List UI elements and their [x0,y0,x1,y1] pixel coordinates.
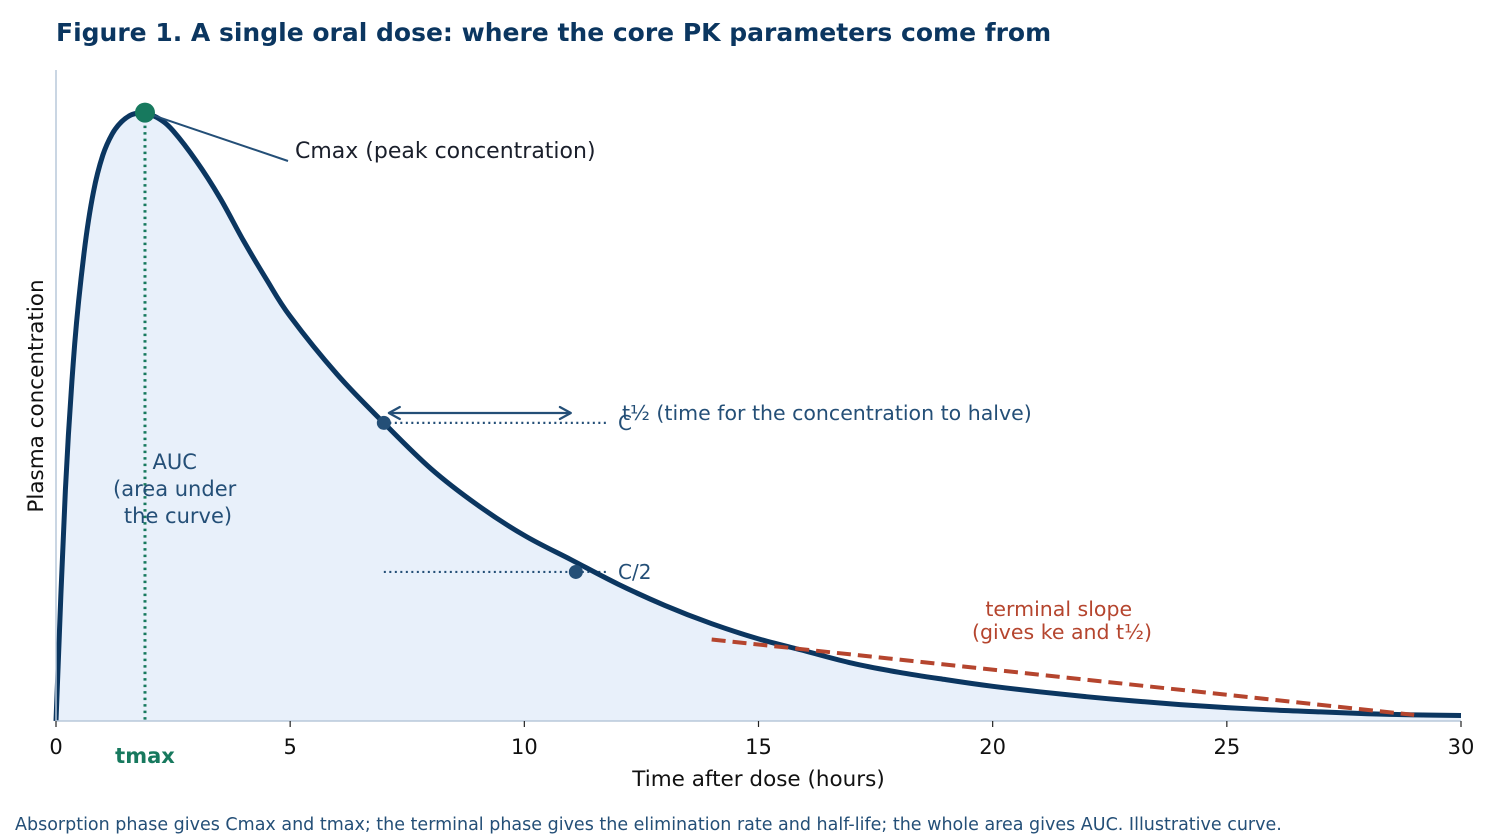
x-tick-label: 0 [49,735,62,759]
x-tick-label: 20 [979,735,1006,759]
x-tick-label: 30 [1448,735,1475,759]
half-life-label: t½ (time for the concentration to halve) [622,401,1032,425]
auc-label-line-2: (area under [113,477,237,501]
c-point [376,415,391,430]
c2-label: C/2 [618,560,651,584]
auc-label: AUC (area under the curve) [113,450,243,528]
auc-label-line-1: AUC [152,450,196,474]
x-ticks: 0 5 10 15 20 25 30 [49,721,1474,759]
half-life-arrow-head-right [558,405,572,421]
x-tick-label: 5 [283,735,296,759]
half-life-arrow-head-left [387,405,401,421]
x-tick-label: 10 [511,735,538,759]
cmax-label: Cmax (peak concentration) [295,139,596,164]
concentration-curve [53,109,1462,722]
terminal-slope-line [711,637,1415,717]
tmax-label: tmax [115,744,175,768]
cmax-point [134,102,155,123]
cmax-leader-line [144,111,289,162]
labels: Cmax (peak concentration) tmax AUC (area… [24,139,1152,792]
x-tick-label: 15 [745,735,772,759]
c2-point [568,564,583,579]
chart-title: Figure 1. A single oral dose: where the … [56,18,1052,47]
figure-caption: Absorption phase gives Cmax and tmax; th… [15,815,1282,835]
terminal-slope-label: terminal slope (gives ke and t½) [972,597,1152,644]
x-axis-label: Time after dose (hours) [631,767,884,792]
x-tick-label: 25 [1213,735,1240,759]
c-label: C [618,411,632,435]
terminal-slope-label-line-1: terminal slope [985,597,1132,621]
axes: 0 5 10 15 20 25 30 [49,70,1474,759]
terminal-slope-label-line-2: (gives ke and t½) [972,620,1152,644]
auc-area [56,112,1461,722]
auc-label-line-3: the curve) [124,504,232,528]
plot-area [53,102,1462,722]
y-axis-label: Plasma concentration [24,279,49,512]
